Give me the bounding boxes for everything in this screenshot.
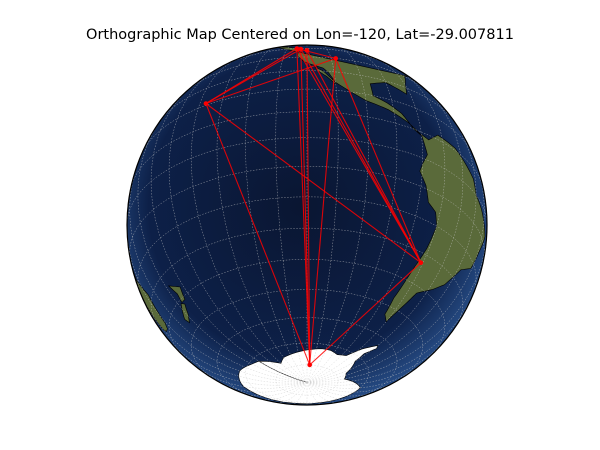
parallel-line [160, 70, 454, 121]
new-zealand-landmass [167, 285, 186, 304]
meridian-line [306, 382, 338, 403]
parallel-line [127, 137, 487, 226]
city-point [333, 56, 339, 61]
city-points [203, 46, 424, 368]
route-line [296, 48, 422, 263]
route-line [205, 57, 336, 105]
meridian-line [306, 166, 485, 383]
route-line [306, 50, 422, 263]
meridian-line [306, 58, 423, 383]
graticule [127, 45, 487, 405]
route-line [296, 47, 336, 59]
meridian-line [306, 45, 339, 383]
meridian-line [129, 166, 308, 383]
meridian-line [168, 70, 308, 383]
parallel-line [220, 48, 394, 68]
route-line [309, 58, 337, 365]
land-layer [130, 46, 486, 405]
meridian-line [306, 365, 420, 389]
route-line [306, 50, 311, 365]
meridian-line [292, 382, 308, 405]
new-zealand-south-landmass [180, 303, 191, 324]
south-america-landmass [384, 133, 486, 323]
route-line [335, 58, 422, 263]
city-point [203, 101, 209, 106]
parallel-line [191, 289, 423, 382]
meridian-line [138, 288, 308, 384]
meridian-line [306, 224, 487, 383]
route-line [205, 103, 422, 264]
route-line [300, 48, 311, 365]
globe-outline [126, 44, 488, 406]
meridian-line [276, 382, 308, 403]
meridian-line [306, 382, 372, 397]
meridian-line [275, 45, 308, 383]
city-point [304, 48, 310, 53]
meridian-line [150, 87, 308, 383]
parallel-line [275, 364, 339, 396]
parallel-line [137, 196, 477, 294]
route-line [205, 48, 302, 104]
map-title: Orthographic Map Centered on Lon=-120, L… [86, 27, 514, 43]
city-point [298, 46, 304, 52]
meridian-line [306, 47, 369, 383]
route-line [296, 48, 311, 365]
city-point [307, 362, 313, 368]
parallel-line [129, 166, 485, 259]
parallel-line [245, 342, 369, 404]
route-line [205, 103, 311, 366]
route-lines [205, 47, 422, 366]
city-point [294, 46, 300, 51]
meridian-line [306, 382, 322, 405]
city-point [418, 260, 424, 266]
parallel-line [168, 259, 446, 356]
meridian-line [127, 230, 308, 383]
meridian-line [306, 381, 396, 393]
meridian-line [306, 87, 464, 383]
route-line [309, 262, 422, 366]
meridian-line [245, 47, 308, 383]
antarctica-landmass [238, 344, 379, 405]
meridian-line [306, 70, 446, 383]
meridian-line [194, 365, 308, 389]
meridian-line [306, 120, 477, 383]
baja-landmass [314, 66, 337, 86]
meridian-line [242, 382, 308, 397]
